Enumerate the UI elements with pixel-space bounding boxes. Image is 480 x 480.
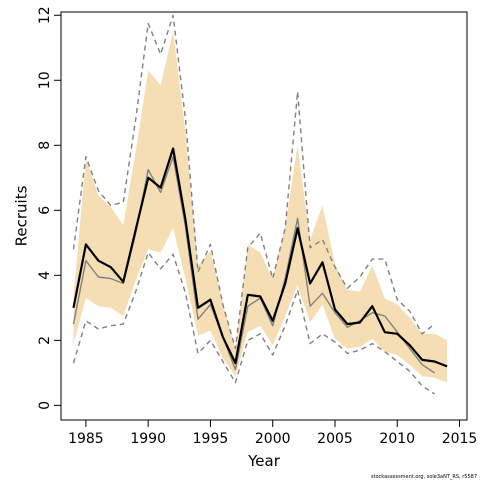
series-lines-layer	[72, 14, 448, 395]
x-tick-label: 2005	[317, 431, 353, 447]
y-tick-label: 10	[37, 71, 53, 89]
y-tick-label: 8	[37, 141, 53, 150]
x-tick-label: 2010	[379, 431, 415, 447]
x-tick-label: 2000	[255, 431, 291, 447]
x-axis: 1985 1990 1995 2000 2005 2010 2015	[68, 420, 477, 447]
confidence-band	[73, 31, 448, 383]
x-tick-label: 2015	[442, 431, 478, 447]
y-tick-label: 6	[37, 206, 53, 215]
y-tick-label: 0	[37, 401, 53, 410]
y-axis: 0 2 4 6 8 10 12	[37, 6, 61, 410]
estimate-line	[72, 147, 448, 368]
y-axis-label: Recruits	[13, 185, 31, 246]
credit-note: stockassessment.org, sole3aNT_RS, r5587	[371, 474, 477, 480]
y-tick-label: 2	[37, 336, 53, 345]
x-tick-label: 1985	[68, 431, 104, 447]
x-tick-label: 1990	[130, 431, 166, 447]
x-axis-label: Year	[247, 452, 281, 470]
plot-frame	[60, 11, 468, 421]
confidence-band-layer	[73, 31, 448, 383]
y-tick-label: 4	[37, 271, 53, 280]
x-tick-label: 1995	[193, 431, 229, 447]
y-tick-label: 12	[37, 6, 53, 24]
